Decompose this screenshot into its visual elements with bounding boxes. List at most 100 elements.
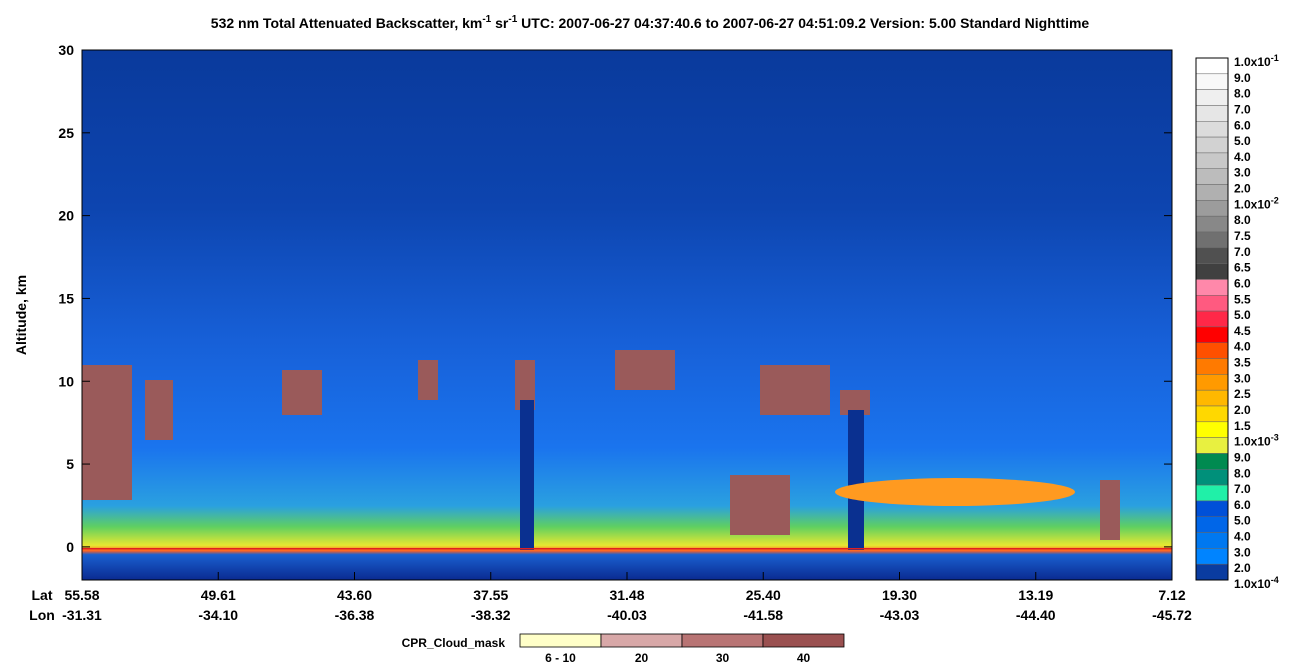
colorbar-swatch <box>1195 389 1229 407</box>
colorbar-label: 7.0 <box>1234 102 1251 116</box>
x-row-label: Lat <box>32 587 53 603</box>
colorbar-swatch <box>1195 563 1229 581</box>
colorbar-label: 6.0 <box>1234 276 1251 290</box>
colorbar-label: 5.0 <box>1234 514 1251 528</box>
colorbar-swatch <box>1195 437 1229 454</box>
x-tick-label: -45.72 <box>1152 607 1192 623</box>
colorbar-label: 1.0x10-2 <box>1234 195 1279 211</box>
x-tick-label: 13.19 <box>1018 587 1053 603</box>
colorbar-label-text: 4.5 <box>1234 324 1251 338</box>
colorbar-label-text: 1.0x10 <box>1234 197 1271 211</box>
x-tick-label: 19.30 <box>882 587 917 603</box>
x-tick-label: -44.40 <box>1016 607 1056 623</box>
colorbar-swatch <box>1195 136 1229 154</box>
colorbar-swatch <box>1195 184 1229 201</box>
colorbar-label-text: 1.0x10 <box>1234 577 1271 591</box>
x-row-label: Lon <box>29 607 55 623</box>
colorbar-label: 5.5 <box>1234 292 1251 306</box>
colorbar-label-text: 6.0 <box>1234 276 1251 290</box>
colorbar-label: 4.0 <box>1234 150 1251 164</box>
colorbar-label: 9.0 <box>1234 71 1251 85</box>
colorbar-swatch <box>1195 152 1229 169</box>
x-tick-label: -36.38 <box>335 607 375 623</box>
x-tick-label: 49.61 <box>201 587 236 603</box>
chart-title: 532 nm Total Attenuated Backscatter, km-… <box>211 14 1090 31</box>
colorbar-label: 6.0 <box>1234 118 1251 132</box>
colorbar-swatch <box>1195 295 1229 312</box>
x-tick-label: 25.40 <box>746 587 781 603</box>
cpr-title: CPR_Cloud_mask <box>402 636 506 650</box>
x-tick-label: 55.58 <box>64 587 99 603</box>
colorbar-swatch <box>1195 548 1229 565</box>
x-tick-label: -31.31 <box>62 607 102 623</box>
colorbar-swatch <box>1195 89 1229 106</box>
cpr-label: 40 <box>797 651 811 665</box>
colorbar-label-text: 9.0 <box>1234 450 1251 464</box>
colorbar-swatch <box>1195 358 1229 375</box>
title-superscript: -1 <box>508 14 517 25</box>
colorbar-swatch <box>1195 374 1229 391</box>
x-tick-label: -40.03 <box>607 607 647 623</box>
colorbar-swatch <box>1195 215 1229 233</box>
colorbar-label-text: 5.0 <box>1234 514 1251 528</box>
colorbar-label-text: 3.0 <box>1234 371 1251 385</box>
colorbar-label: 2.0 <box>1234 182 1251 196</box>
colorbar-label: 6.0 <box>1234 498 1251 512</box>
colorbar-frame <box>1195 57 1229 581</box>
colorbar-label-text: 7.5 <box>1234 229 1251 243</box>
colorbar-label: 2.0 <box>1234 561 1251 575</box>
colorbar-label: 4.5 <box>1234 324 1251 338</box>
colorbar-swatch <box>1195 73 1229 90</box>
colorbar-label: 3.0 <box>1234 371 1251 385</box>
title-part: sr <box>491 15 509 31</box>
colorbar-label-text: 4.0 <box>1234 530 1251 544</box>
colorbar-swatch <box>1195 453 1229 470</box>
y-tick-label: 0 <box>66 539 74 555</box>
colorbar-label-text: 2.0 <box>1234 182 1251 196</box>
colorbar-swatch <box>1195 421 1229 438</box>
title-part: UTC: 2007-06-27 04:37:40.6 to 2007-06-27… <box>517 15 1089 31</box>
colorbar-label-exp: -2 <box>1271 195 1279 205</box>
cpr-swatch <box>762 633 845 648</box>
colorbar-label: 4.0 <box>1234 340 1251 354</box>
y-tick-label: 30 <box>58 42 74 58</box>
colorbar-label: 9.0 <box>1234 450 1251 464</box>
colorbar-label: 8.0 <box>1234 466 1251 480</box>
colorbar-label: 7.0 <box>1234 245 1251 259</box>
colorbar-swatch <box>1195 326 1229 343</box>
colorbar-label: 1.0x10-1 <box>1234 53 1279 69</box>
colorbar-label: 7.5 <box>1234 229 1251 243</box>
x-tick-label: 43.60 <box>337 587 372 603</box>
colorbar-label: 2.5 <box>1234 387 1251 401</box>
cpr-label: 20 <box>635 651 649 665</box>
colorbar-swatch <box>1195 121 1229 138</box>
y-axis-label: Altitude, km <box>13 275 29 355</box>
colorbar-label-text: 1.0x10 <box>1234 435 1271 449</box>
colorbar-label-text: 6.5 <box>1234 261 1251 275</box>
colorbar-swatch <box>1195 310 1229 328</box>
colorbar-label-text: 6.0 <box>1234 118 1251 132</box>
cpr-swatch <box>519 633 602 648</box>
colorbar-swatch <box>1195 263 1229 280</box>
colorbar-swatch <box>1195 516 1229 533</box>
colorbar-label-text: 7.0 <box>1234 102 1251 116</box>
colorbar-label: 8.0 <box>1234 213 1251 227</box>
x-tick-label: -41.58 <box>743 607 783 623</box>
colorbar-label: 3.0 <box>1234 545 1251 559</box>
colorbar-swatch <box>1195 168 1229 185</box>
y-tick-label: 15 <box>58 290 74 306</box>
colorbar-swatch <box>1195 231 1229 249</box>
colorbar-label: 2.0 <box>1234 403 1251 417</box>
title-superscript: -1 <box>482 14 491 25</box>
x-tick-label: 31.48 <box>609 587 644 603</box>
x-tick-label: -38.32 <box>471 607 511 623</box>
colorbar-label-exp: -1 <box>1271 53 1279 63</box>
y-tick-label: 5 <box>66 456 74 472</box>
colorbar-label-text: 9.0 <box>1234 71 1251 85</box>
colorbar-label-text: 5.0 <box>1234 134 1251 148</box>
colorbar-swatch <box>1195 469 1229 486</box>
colorbar-swatch <box>1195 57 1229 75</box>
cpr-swatch <box>600 633 683 648</box>
cpr-label: 6 - 10 <box>545 651 576 665</box>
colorbar-label: 8.0 <box>1234 87 1251 101</box>
